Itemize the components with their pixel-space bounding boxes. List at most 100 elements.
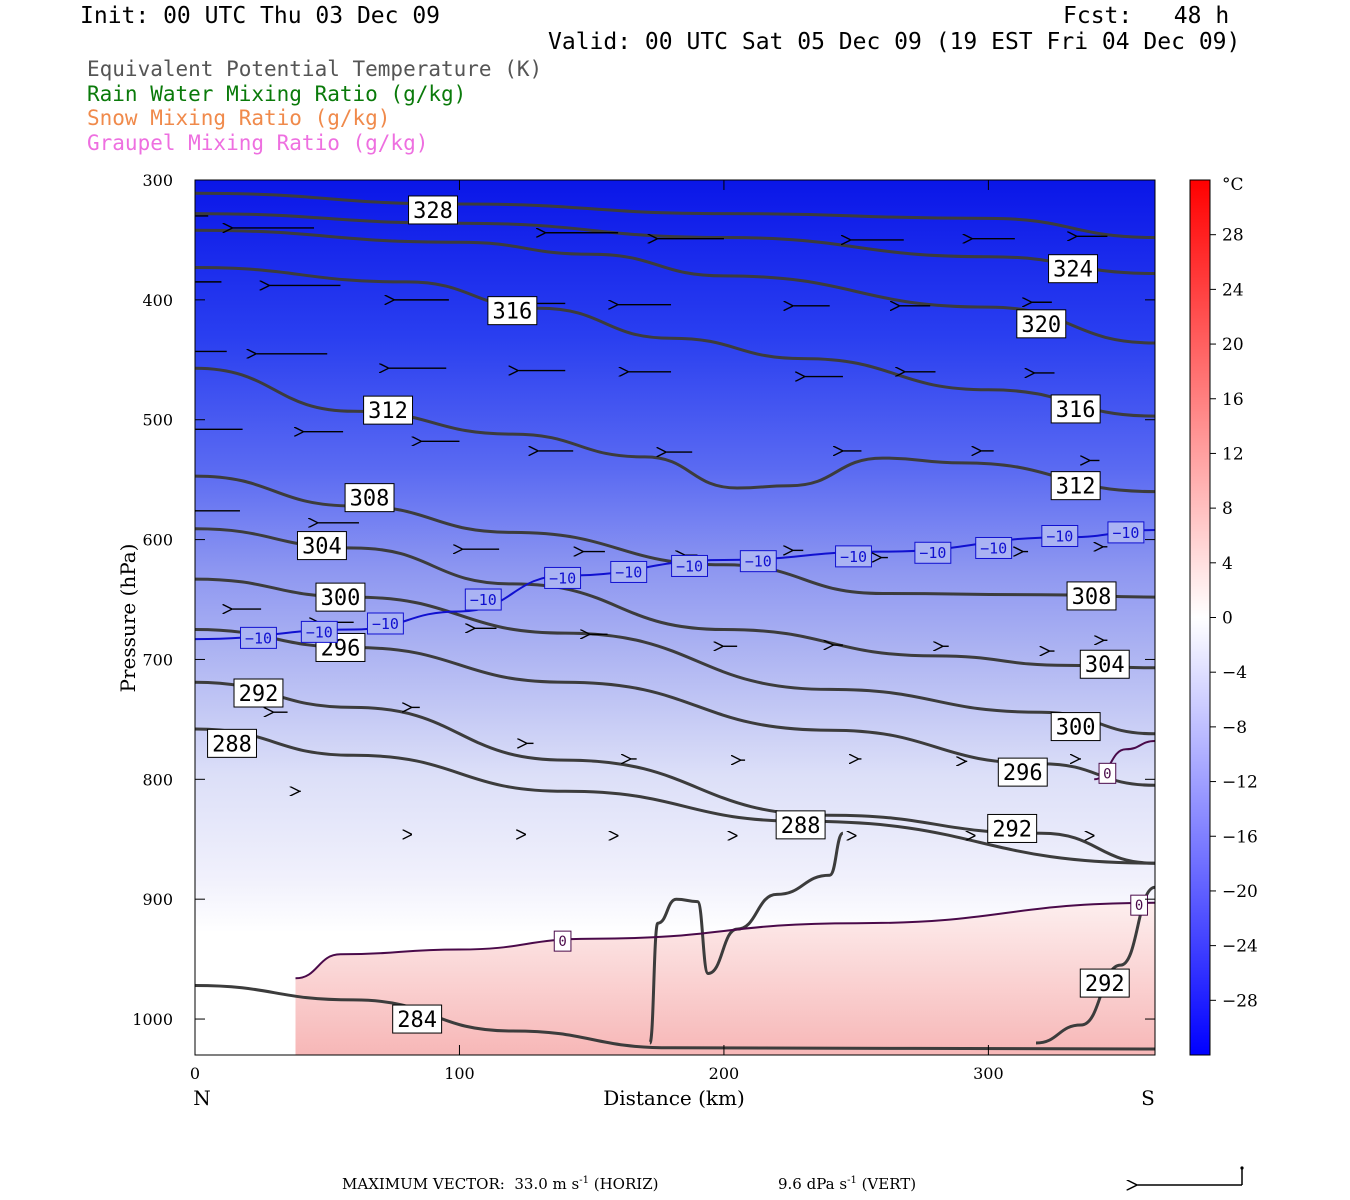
colorbar (1189, 179, 1211, 1056)
theta-e-label: 284 (392, 1004, 443, 1034)
minus-ten-label: −10 (1041, 524, 1079, 547)
max-vector-vertical: 9.6 dPa s-1 (VERT) (778, 1175, 917, 1193)
svg-text:−10: −10 (676, 557, 703, 575)
theta-e-label: 292 (987, 813, 1038, 843)
minus-ten-label: −10 (300, 620, 338, 643)
svg-text:312: 312 (368, 399, 408, 424)
colorbar-tick-label: 8 (1222, 499, 1233, 519)
y-tick-label: 1000 (132, 1010, 173, 1029)
plot-frame (194, 179, 1156, 1056)
zero-degree-label: 0 (1098, 762, 1117, 784)
minus-ten-label: −10 (544, 566, 582, 589)
svg-text:316: 316 (1056, 398, 1096, 423)
colorbar-tick-label: 0 (1222, 609, 1233, 629)
svg-text:304: 304 (1085, 653, 1125, 678)
x-tick-label: 200 (709, 1064, 740, 1083)
theta-e-label: 300 (1050, 712, 1101, 742)
theta-e-label: 308 (1066, 581, 1117, 611)
plot-area: 328 324 320 316 316 312 312 308 308 304 304 300 300 2… (195, 180, 1155, 1055)
theta-e-label: 316 (487, 296, 538, 326)
theta-e-label: 296 (997, 757, 1048, 787)
legend-theta-e: Equivalent Potential Temperature (K) (87, 57, 543, 81)
colorbar-tick-label: 16 (1222, 390, 1244, 410)
legend-rain-water: Rain Water Mixing Ratio (g/kg) (87, 82, 467, 106)
minus-ten-label: −10 (610, 560, 648, 583)
minus-ten-label: −10 (464, 588, 502, 611)
legend-graupel: Graupel Mixing Ratio (g/kg) (87, 131, 429, 155)
svg-text:308: 308 (1072, 585, 1112, 610)
y-tick-label: 800 (142, 770, 173, 789)
reference-vector-icon (1136, 1166, 1244, 1185)
minus-ten-label: −10 (240, 626, 277, 649)
theta-e-label: 304 (1079, 649, 1130, 679)
valid-time-label: Valid: 00 UTC Sat 05 Dec 09 (19 EST Fri … (548, 29, 1241, 55)
minus-ten-label: −10 (1107, 521, 1145, 544)
minus-ten-label: −10 (835, 545, 872, 568)
colorbar-tick-label: −28 (1222, 991, 1258, 1011)
svg-text:0: 0 (1103, 766, 1111, 782)
north-label: N (193, 1086, 211, 1110)
svg-text:296: 296 (1003, 761, 1043, 786)
south-label: S (1141, 1086, 1155, 1110)
zero-degree-isotherm (295, 901, 1155, 980)
y-tick-label: 300 (142, 171, 173, 190)
theta-e-label: 296 (315, 632, 366, 662)
zero-degree-label: 0 (1130, 894, 1148, 916)
theta-e-contour (648, 831, 845, 1045)
svg-text:−10: −10 (1112, 524, 1139, 542)
svg-text:312: 312 (1056, 475, 1096, 500)
y-axis-title: Pressure (hPa) (116, 544, 140, 693)
minus-ten-label: −10 (914, 541, 952, 564)
theta-e-contour (195, 212, 1155, 275)
theta-e-label: 292 (1079, 968, 1130, 998)
zero-degree-label: 0 (553, 930, 572, 952)
svg-text:292: 292 (992, 817, 1032, 842)
svg-text:288: 288 (212, 732, 252, 757)
colorbar-tick-label: −24 (1222, 937, 1258, 957)
svg-text:288: 288 (781, 814, 821, 839)
max-vector-horizontal: MAXIMUM VECTOR: 33.0 m s-1 (HORIZ) (342, 1175, 659, 1193)
svg-text:284: 284 (397, 1008, 437, 1033)
colorbar-unit: °C (1222, 175, 1244, 195)
x-tick-label: 0 (190, 1064, 200, 1083)
colorbar-tick-label: 12 (1222, 444, 1244, 464)
theta-e-contour (195, 984, 1155, 1051)
theta-e-contour (195, 191, 1155, 239)
svg-text:−10: −10 (372, 615, 399, 633)
y-tick-label: 600 (142, 531, 173, 550)
theta-e-label: 308 (344, 483, 395, 513)
minus-ten-label: −10 (671, 554, 708, 577)
theta-e-label: 288 (775, 810, 826, 840)
svg-text:328: 328 (413, 199, 453, 224)
svg-text:−10: −10 (615, 563, 642, 581)
svg-text:−10: −10 (840, 548, 867, 566)
y-tick-label: 500 (142, 411, 173, 430)
y-tick-label: 400 (142, 291, 173, 310)
x-tick-label: 100 (444, 1064, 475, 1083)
svg-text:0: 0 (558, 934, 566, 950)
colorbar-tick-label: 24 (1222, 280, 1244, 300)
theta-e-contour (195, 727, 1155, 865)
svg-text:−10: −10 (549, 569, 576, 587)
theta-e-label: 312 (363, 395, 414, 425)
svg-text:316: 316 (492, 300, 532, 325)
theta-e-contour (195, 266, 1155, 418)
minus-ten-label: −10 (739, 550, 777, 573)
minus-ten-label: −10 (975, 536, 1013, 559)
theta-e-label: 300 (315, 582, 366, 612)
minus-ten-label: −10 (366, 612, 404, 635)
theta-e-label: 324 (1048, 254, 1098, 284)
svg-text:292: 292 (239, 682, 279, 707)
theta-e-label: 292 (233, 678, 284, 708)
theta-e-contour (195, 228, 1155, 345)
theta-e-label: 312 (1050, 471, 1101, 501)
x-axis-title: Distance (km) (603, 1086, 745, 1110)
x-tick-label: 300 (973, 1064, 1004, 1083)
colorbar-tick-label: −4 (1222, 663, 1247, 683)
svg-text:−10: −10 (306, 623, 333, 641)
svg-text:308: 308 (350, 487, 390, 512)
y-tick-label: 700 (142, 650, 173, 669)
svg-text:304: 304 (302, 535, 342, 560)
svg-text:−10: −10 (470, 591, 497, 609)
above-freezing-shading (295, 902, 1155, 1055)
